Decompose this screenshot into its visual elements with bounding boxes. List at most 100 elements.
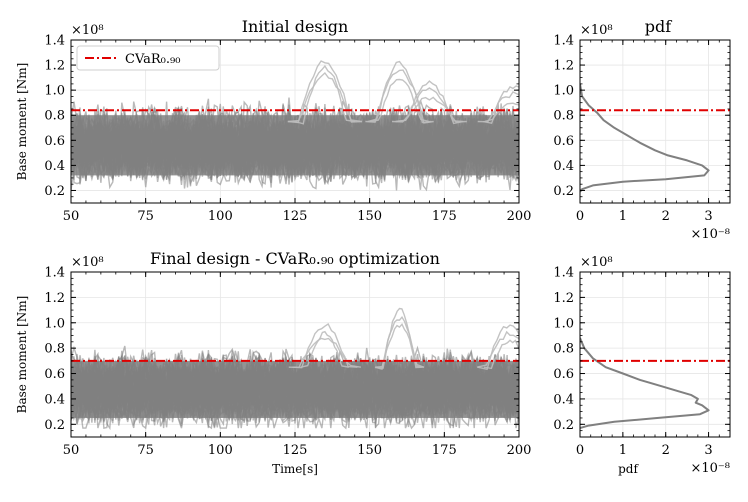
x-tick-label: 100 — [208, 209, 233, 224]
x-tick-label: 50 — [63, 209, 80, 224]
panel-bottom-pdf: 0 1 2 3 0.2 0.4 0.6 0.8 1.0 1.2 1.4 ×10⁸ ×10⁻⁸ pdf — [553, 255, 731, 476]
x-tick-label: 3 — [704, 443, 712, 458]
y-exponent-label: ×10⁸ — [580, 23, 613, 38]
y-tick-label: 0.6 — [553, 367, 574, 382]
trajectories — [71, 307, 519, 431]
plot-area — [580, 83, 730, 193]
peak-excursion — [483, 339, 519, 370]
y-tick-label: 1.2 — [44, 59, 65, 74]
peak-excursion — [294, 64, 356, 125]
x-tick-label: 2 — [662, 443, 670, 458]
y-tick-label: 0.2 — [553, 184, 574, 199]
legend-label: CVaR₀.₉₀ — [125, 52, 180, 67]
gridlines — [579, 271, 730, 437]
plot-area — [71, 60, 519, 192]
y-tick-label: 1.0 — [44, 84, 65, 99]
y-tick-label: 0.8 — [553, 109, 574, 124]
peak-excursion — [288, 71, 362, 123]
y-tick-label: 0.4 — [44, 159, 65, 174]
axes-frame — [579, 271, 731, 438]
x-tick-label: 0 — [576, 209, 584, 224]
peak-excursion — [288, 337, 362, 369]
peak-excursion — [292, 322, 358, 369]
peak-excursion — [477, 90, 519, 123]
y-tick-label: 1.4 — [44, 34, 65, 49]
panel-title: Final design - CVaR₀.₉₀ optimization — [150, 249, 440, 268]
x-tick-label: 75 — [137, 443, 154, 458]
y-tick-label: 0.8 — [44, 342, 65, 357]
peak-excursion — [287, 60, 363, 124]
x-tick-label: 50 — [63, 443, 80, 458]
x-tick-label: 150 — [357, 209, 382, 224]
y-exponent-label: ×10⁸ — [71, 23, 104, 38]
gridlines — [579, 39, 730, 203]
y-tick-label: 0.2 — [44, 184, 65, 199]
y-tick-label: 0.4 — [553, 159, 574, 174]
y-tick-label: 0.6 — [553, 134, 574, 149]
ticks: 50 75 100 125 150 175 200 0.2 0.4 0.6 0.8 1.0 1.2 1.4 — [44, 34, 531, 225]
x-tick-label: 175 — [432, 209, 457, 224]
x-axis-label: pdf — [618, 462, 639, 476]
y-tick-label: 1.2 — [44, 291, 65, 306]
panel-top-series: 50 75 100 125 150 175 200 0.2 0.4 0.6 0.8 1.0 1.2 1.4… — [15, 17, 531, 225]
panel-title: Initial design — [242, 17, 349, 36]
y-tick-label: 1.2 — [553, 291, 574, 306]
x-tick-label: 1 — [619, 443, 627, 458]
x-tick-label: 1 — [619, 209, 627, 224]
y-axis-label: Base moment [Nm] — [15, 296, 29, 414]
y-tick-label: 0.2 — [44, 418, 65, 433]
trajectories — [71, 60, 519, 192]
legend-box — [76, 45, 220, 71]
pdf-curve — [580, 83, 710, 193]
y-tick-label: 1.0 — [44, 316, 65, 331]
y-tick-label: 1.0 — [553, 316, 574, 331]
panel-top-pdf: 0 1 2 3 0.2 0.4 0.6 0.8 1.0 1.2 1.4 ×10⁸ ×10⁻⁸ pdf — [553, 17, 731, 242]
y-tick-label: 0.6 — [44, 134, 65, 149]
plot-area — [580, 337, 730, 430]
x-tick-label: 0 — [576, 443, 584, 458]
peak-excursion — [300, 330, 350, 368]
y-tick-label: 0.8 — [44, 109, 65, 124]
x-tick-label: 150 — [357, 443, 382, 458]
y-tick-label: 1.4 — [44, 266, 65, 281]
panel-title: pdf — [645, 17, 672, 36]
ticks: 50 75 100 125 150 175 200 0.2 0.4 0.6 0.8 1.0 1.2 1.4 — [44, 266, 531, 459]
peak-excursion — [391, 96, 467, 123]
x-tick-label: 125 — [283, 443, 308, 458]
plot-area — [71, 307, 519, 431]
y-tick-label: 1.4 — [553, 266, 574, 281]
x-tick-label: 2 — [662, 209, 670, 224]
peak-excursion — [477, 324, 519, 371]
y-tick-label: 1.4 — [553, 34, 574, 49]
x-axis-label: Time[s] — [272, 462, 318, 476]
axes-frame — [579, 39, 731, 204]
x-tick-label: 200 — [507, 443, 532, 458]
ticks: 0 1 2 3 0.2 0.4 0.6 0.8 1.0 1.2 1.4 — [553, 34, 731, 224]
y-tick-label: 0.4 — [44, 392, 65, 407]
peak-excursion — [484, 102, 519, 123]
y-tick-label: 1.2 — [553, 59, 574, 74]
x-tick-label: 175 — [432, 443, 457, 458]
y-tick-label: 0.4 — [553, 392, 574, 407]
x-tick-label: 200 — [507, 209, 532, 224]
y-axis-label: Base moment [Nm] — [15, 63, 29, 181]
peak-excursion — [374, 316, 425, 370]
peak-excursion — [375, 323, 425, 368]
x-tick-label: 3 — [704, 209, 712, 224]
trajectory-core — [71, 115, 519, 176]
y-exponent-label: ×10⁸ — [580, 255, 613, 270]
y-tick-label: 1.0 — [553, 84, 574, 99]
trajectory-core — [71, 360, 519, 418]
x-exponent-label: ×10⁻⁸ — [690, 461, 730, 476]
y-tick-label: 0.8 — [553, 342, 574, 357]
x-tick-label: 75 — [137, 209, 154, 224]
peak-excursion — [476, 330, 519, 368]
panel-bottom-series: 50 75 100 125 150 175 200 0.2 0.4 0.6 0.8 1.0 1.2 1.4… — [15, 249, 531, 476]
pdf-curve — [580, 337, 710, 430]
y-tick-label: 0.6 — [44, 367, 65, 382]
x-tick-label: 125 — [283, 209, 308, 224]
y-exponent-label: ×10⁸ — [71, 255, 104, 270]
peak-excursion — [365, 69, 434, 124]
ticks: 0 1 2 3 0.2 0.4 0.6 0.8 1.0 1.2 1.4 — [553, 266, 731, 458]
